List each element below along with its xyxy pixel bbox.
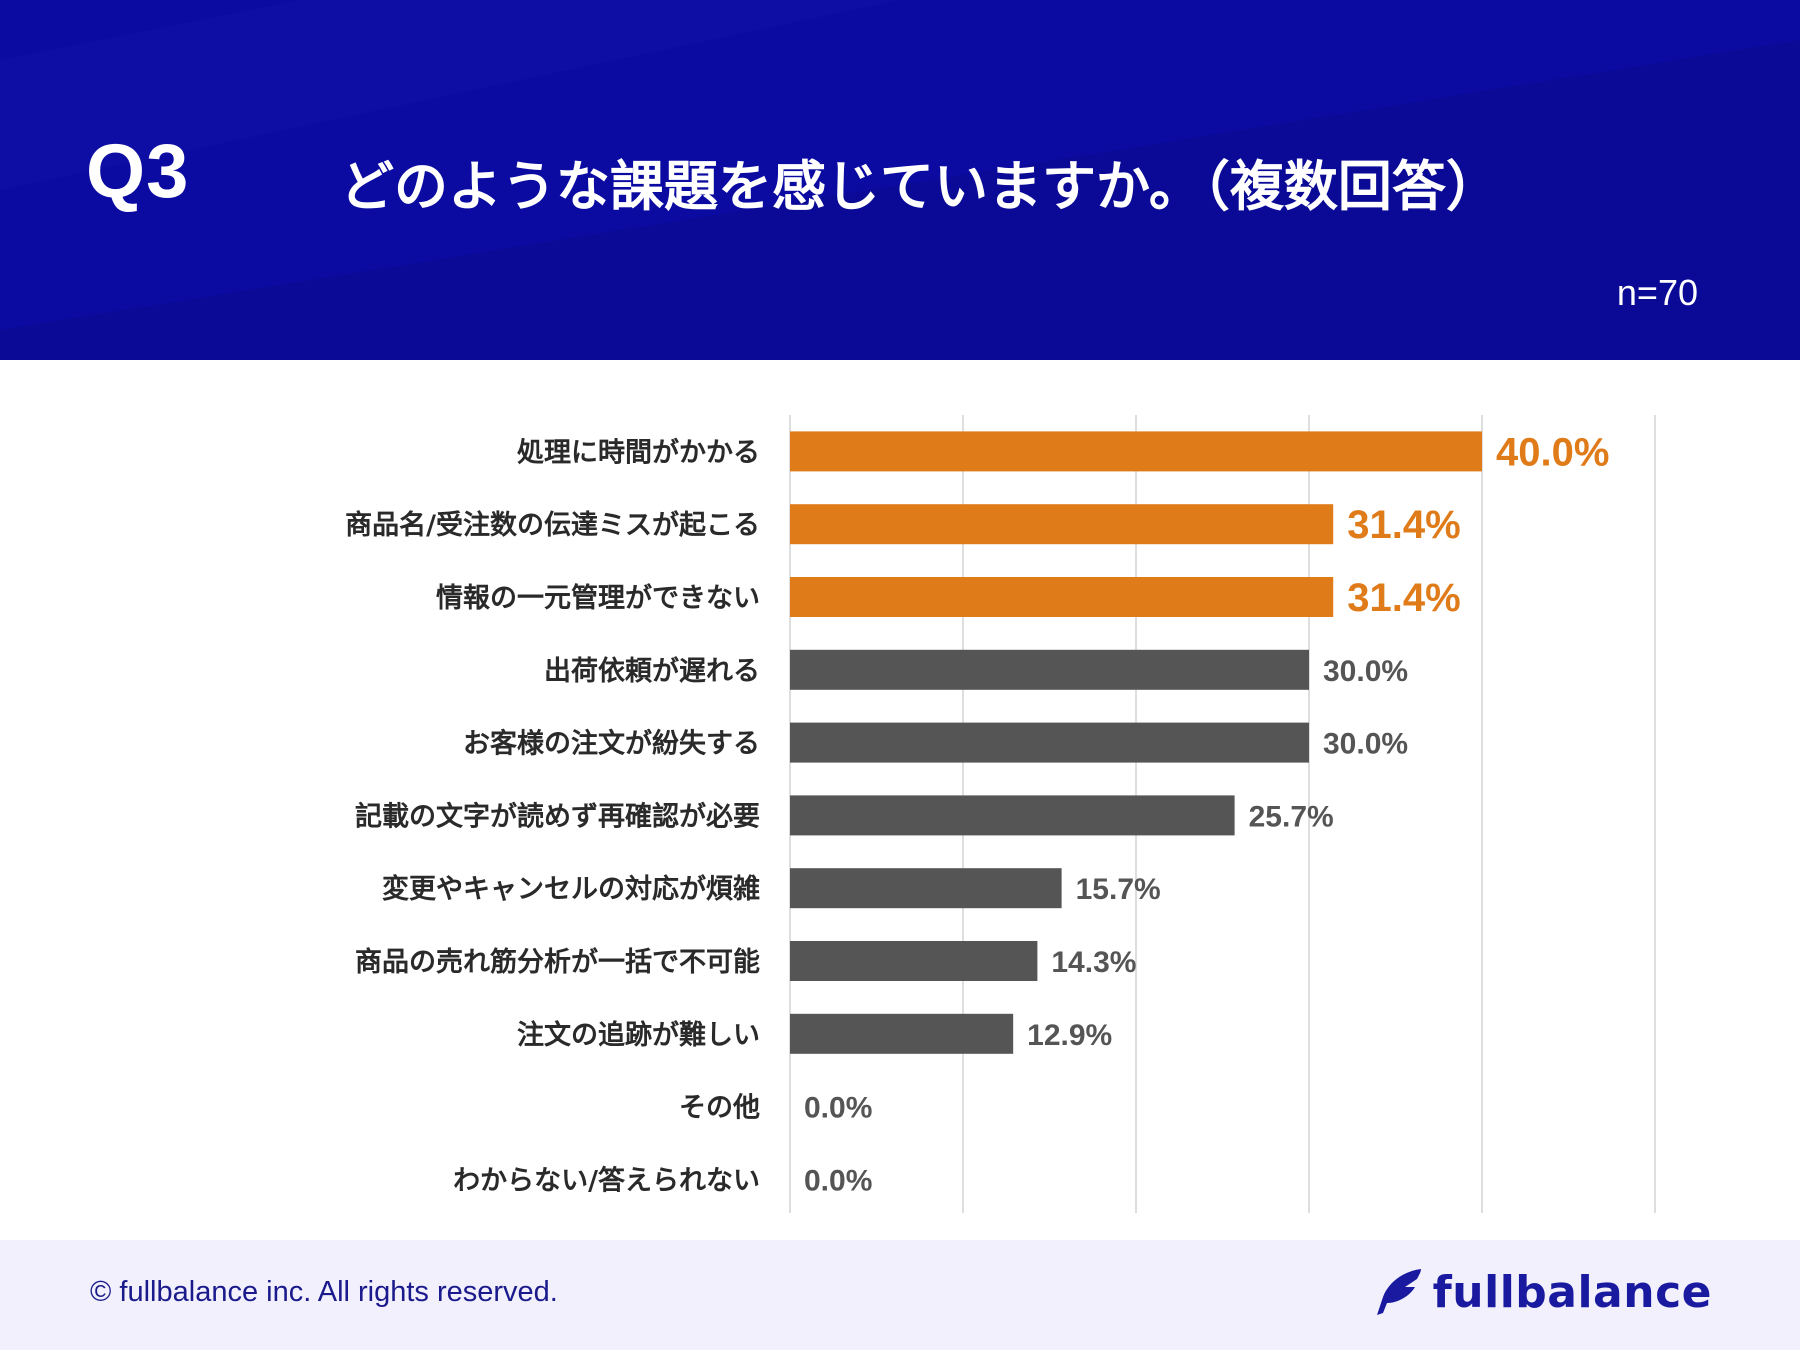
category-label: 商品の売れ筋分析が一括で不可能 (355, 946, 760, 978)
category-label: 商品名/受注数の伝達ミスが起こる (345, 509, 760, 541)
category-label: 変更やキャンセルの対応が煩雑 (382, 873, 760, 905)
bar-chart: 処理に時間がかかる 40.0% 商品名/受注数の伝達ミスが起こる 31.4% 情報の一元… (345, 415, 1656, 1213)
sample-size: n=70 (1616, 272, 1698, 313)
bar (790, 722, 1309, 763)
header-banner: Q3 どのような課題を感じていますか。（複数回答） n=70 (0, 0, 1800, 360)
value-label: 31.4% (1347, 503, 1460, 547)
bar (790, 577, 1334, 617)
category-label: 出荷依頼が遅れる (544, 655, 760, 687)
page-title: どのような課題を感じていますか。（複数回答） (340, 155, 1500, 218)
bar (790, 868, 1062, 909)
brand-logo: fullbalance (1375, 1262, 1712, 1322)
value-label: 0.0% (804, 1092, 872, 1125)
bar (790, 649, 1309, 690)
value-label: 40.0% (1496, 430, 1609, 474)
value-label: 12.9% (1027, 1019, 1112, 1052)
feather-icon (1376, 1269, 1421, 1315)
category-label: わからない/答えられない (453, 1164, 760, 1196)
brand-name: fullbalance (1432, 1266, 1712, 1318)
header-background (0, 0, 1800, 360)
bar (790, 795, 1235, 836)
bar (790, 504, 1334, 545)
category-label: 記載の文字が読めず再確認が必要 (355, 800, 760, 832)
value-label: 30.0% (1323, 728, 1408, 761)
question-number: Q3 (86, 129, 190, 214)
bar (790, 1013, 1014, 1054)
value-label: 25.7% (1249, 800, 1334, 833)
category-label: その他 (679, 1093, 760, 1124)
value-label: 15.7% (1076, 873, 1161, 906)
copyright-text: © fullbalance inc. All rights reserved. (90, 1276, 558, 1308)
value-label: 31.4% (1347, 576, 1460, 620)
category-label: 注文の追跡が難しい (517, 1019, 760, 1051)
category-label: 処理に時間がかかる (517, 436, 760, 468)
footer: © fullbalance inc. All rights reserved. … (0, 1240, 1800, 1350)
category-label: 情報の一元管理ができない (436, 582, 760, 614)
value-label: 14.3% (1051, 946, 1136, 979)
value-label: 30.0% (1323, 655, 1408, 688)
bar (790, 941, 1038, 981)
category-label: お客様の注文が紛失する (463, 728, 760, 760)
bar (790, 431, 1482, 472)
value-label: 0.0% (804, 1164, 872, 1197)
